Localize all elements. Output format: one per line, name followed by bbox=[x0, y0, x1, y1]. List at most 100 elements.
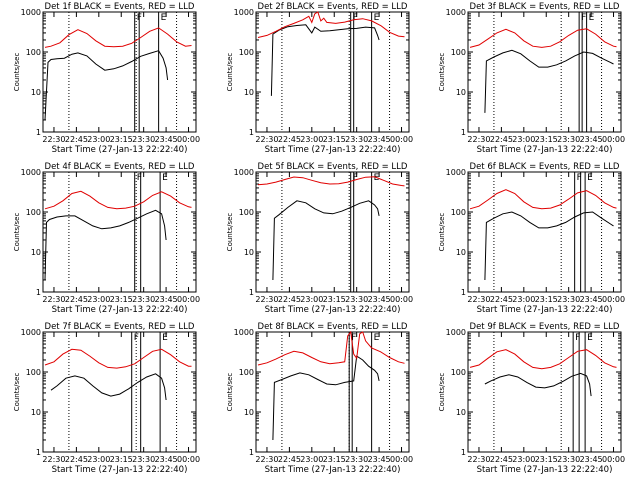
x-tick-label: 23:15 bbox=[323, 295, 346, 304]
x-tick-label: 23:30 bbox=[132, 295, 155, 304]
events-series-line bbox=[272, 355, 380, 441]
panel-title: Det 1f BLACK = Events, RED = LLD bbox=[45, 2, 195, 12]
x-tick-label: 22:30 bbox=[467, 295, 490, 304]
lld-series-line bbox=[44, 27, 192, 48]
x-tick-label: 23:15 bbox=[323, 135, 346, 144]
panel-title: Det 9f BLACK = Events, RED = LLD bbox=[470, 322, 620, 332]
x-axis-label: Start Time (27-Jan-13 22:22:40) bbox=[265, 465, 401, 475]
lld-series-line bbox=[469, 349, 617, 370]
y-tick-label: 100 bbox=[239, 208, 254, 217]
region-marker-label: E bbox=[161, 13, 167, 23]
y-tick-label: 100 bbox=[26, 368, 41, 377]
x-tick-label: 23:00 bbox=[512, 135, 535, 144]
x-tick-label: 23:00 bbox=[300, 295, 323, 304]
x-tick-label: 22:45 bbox=[278, 295, 301, 304]
y-axis-label: Counts/sec bbox=[13, 53, 21, 92]
x-tick-label: 00:00 bbox=[602, 295, 625, 304]
region-marker-label: F bbox=[353, 173, 358, 183]
plot-frame bbox=[255, 331, 410, 453]
x-tick-label: 22:45 bbox=[65, 135, 88, 144]
panel-title: Det 2f BLACK = Events, RED = LLD bbox=[258, 2, 408, 12]
x-axis-label: Start Time (27-Jan-13 22:22:40) bbox=[52, 465, 188, 475]
y-axis-label: Counts/sec bbox=[226, 373, 234, 412]
panel-title: Det 4f BLACK = Events, RED = LLD bbox=[45, 162, 195, 172]
panel-det-1: Det 1f BLACK = Events, RED = LLD 1 10 100 10… bbox=[13, 2, 200, 155]
y-tick-label: 1 bbox=[36, 448, 41, 457]
y-tick-label: 10 bbox=[31, 88, 41, 97]
x-tick-label: 22:30 bbox=[255, 455, 278, 464]
x-tick-label: 22:45 bbox=[490, 135, 513, 144]
y-tick-label: 1 bbox=[461, 448, 466, 457]
y-tick-label: 10 bbox=[31, 248, 41, 257]
x-tick-label: 23:00 bbox=[300, 455, 323, 464]
y-tick-label: 1000 bbox=[234, 168, 254, 177]
y-axis-label: Counts/sec bbox=[226, 53, 234, 92]
x-tick-label: 00:00 bbox=[177, 455, 200, 464]
x-tick-label: 23:15 bbox=[535, 135, 558, 144]
y-tick-label: 100 bbox=[26, 48, 41, 57]
x-tick-label: 23:15 bbox=[323, 455, 346, 464]
x-tick-label: 23:45 bbox=[580, 295, 603, 304]
x-tick-label: 00:00 bbox=[390, 135, 413, 144]
x-axis-label: Start Time (27-Jan-13 22:22:40) bbox=[477, 145, 613, 155]
panel-det-7: Det 7f BLACK = Events, RED = LLD 1 10 100 10… bbox=[13, 322, 200, 475]
events-series-line bbox=[484, 211, 614, 281]
x-tick-label: 23:30 bbox=[557, 455, 580, 464]
x-tick-label: 22:30 bbox=[467, 135, 490, 144]
events-series-line bbox=[272, 200, 380, 281]
panel-title: Det 3f BLACK = Events, RED = LLD bbox=[470, 2, 620, 12]
y-tick-label: 1000 bbox=[446, 328, 466, 337]
y-tick-label: 100 bbox=[451, 48, 466, 57]
panel-det-9: Det 9f BLACK = Events, RED = LLD 1 10 100 10… bbox=[438, 322, 625, 475]
region-marker-label: E bbox=[162, 173, 168, 183]
x-tick-label: 22:45 bbox=[65, 295, 88, 304]
events-series-line bbox=[44, 50, 169, 121]
x-tick-label: 00:00 bbox=[390, 295, 413, 304]
panel-title: Det 6f BLACK = Events, RED = LLD bbox=[470, 162, 620, 172]
y-tick-label: 1 bbox=[249, 288, 254, 297]
lld-series-line bbox=[44, 190, 192, 210]
y-tick-label: 1000 bbox=[446, 8, 466, 17]
x-tick-label: 23:00 bbox=[87, 135, 110, 144]
x-tick-label: 22:30 bbox=[255, 135, 278, 144]
lld-series-line bbox=[257, 176, 405, 187]
y-tick-label: 10 bbox=[244, 408, 254, 417]
y-axis-label: Counts/sec bbox=[438, 373, 446, 412]
region-marker-label: E bbox=[587, 333, 593, 343]
events-series-line bbox=[484, 372, 592, 397]
x-axis-label: Start Time (27-Jan-13 22:22:40) bbox=[477, 465, 613, 475]
x-tick-label: 23:45 bbox=[368, 455, 391, 464]
region-marker-label: E bbox=[162, 333, 168, 343]
region-marker-label: F bbox=[134, 333, 139, 343]
x-tick-label: 23:45 bbox=[155, 295, 178, 304]
y-tick-label: 100 bbox=[239, 48, 254, 57]
x-tick-label: 00:00 bbox=[602, 455, 625, 464]
panel-det-2: Det 2f BLACK = Events, RED = LLD 1 10 100 10… bbox=[226, 2, 413, 155]
x-tick-label: 23:45 bbox=[368, 135, 391, 144]
lld-series-line bbox=[469, 189, 617, 210]
y-axis-label: Counts/sec bbox=[438, 213, 446, 252]
y-tick-label: 10 bbox=[31, 408, 41, 417]
region-marker-label: F bbox=[581, 13, 586, 23]
y-tick-label: 1 bbox=[249, 128, 254, 137]
x-tick-label: 23:00 bbox=[512, 295, 535, 304]
y-tick-label: 1000 bbox=[21, 328, 41, 337]
region-marker-label: E bbox=[587, 173, 593, 183]
lld-series-line bbox=[257, 330, 405, 366]
panel-det-6: Det 6f BLACK = Events, RED = LLD 1 10 100 10… bbox=[438, 162, 625, 315]
x-tick-label: 22:45 bbox=[278, 135, 301, 144]
x-tick-label: 23:30 bbox=[345, 135, 368, 144]
x-tick-label: 23:45 bbox=[155, 455, 178, 464]
x-tick-label: 22:45 bbox=[490, 455, 513, 464]
x-tick-label: 23:15 bbox=[110, 455, 133, 464]
region-marker-label: F bbox=[577, 173, 582, 183]
x-tick-label: 22:30 bbox=[255, 295, 278, 304]
y-axis-label: Counts/sec bbox=[13, 373, 21, 412]
plot-frame bbox=[42, 331, 197, 453]
x-tick-label: 00:00 bbox=[177, 295, 200, 304]
y-tick-label: 1 bbox=[249, 448, 254, 457]
events-series-line bbox=[50, 373, 167, 401]
x-tick-label: 23:45 bbox=[580, 135, 603, 144]
y-tick-label: 1 bbox=[36, 128, 41, 137]
